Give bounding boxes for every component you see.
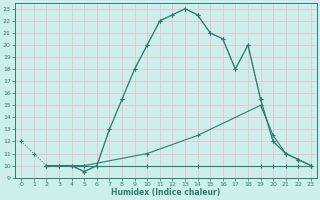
X-axis label: Humidex (Indice chaleur): Humidex (Indice chaleur) [111,188,221,197]
